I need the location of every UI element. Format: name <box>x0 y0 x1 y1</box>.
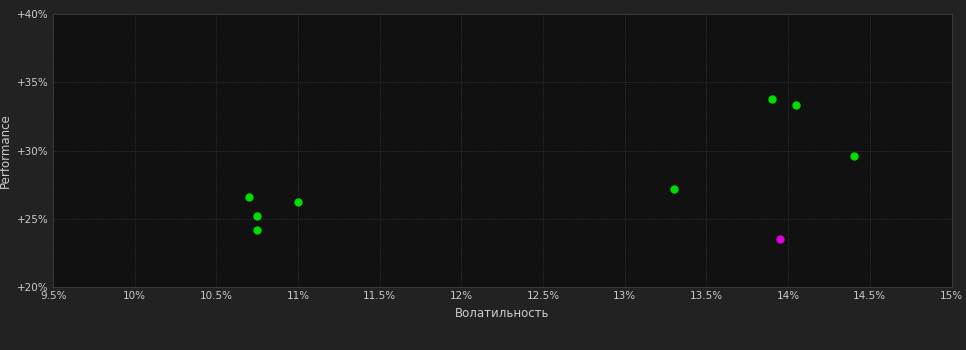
Point <box>846 153 862 159</box>
Point <box>249 213 265 219</box>
Point <box>249 227 265 232</box>
Point <box>242 194 257 200</box>
Point <box>772 237 787 242</box>
Point <box>291 199 306 205</box>
Y-axis label: Performance: Performance <box>0 113 12 188</box>
X-axis label: Волатильность: Волатильность <box>455 307 550 320</box>
Point <box>764 96 780 101</box>
Point <box>788 103 804 108</box>
Point <box>667 186 682 191</box>
